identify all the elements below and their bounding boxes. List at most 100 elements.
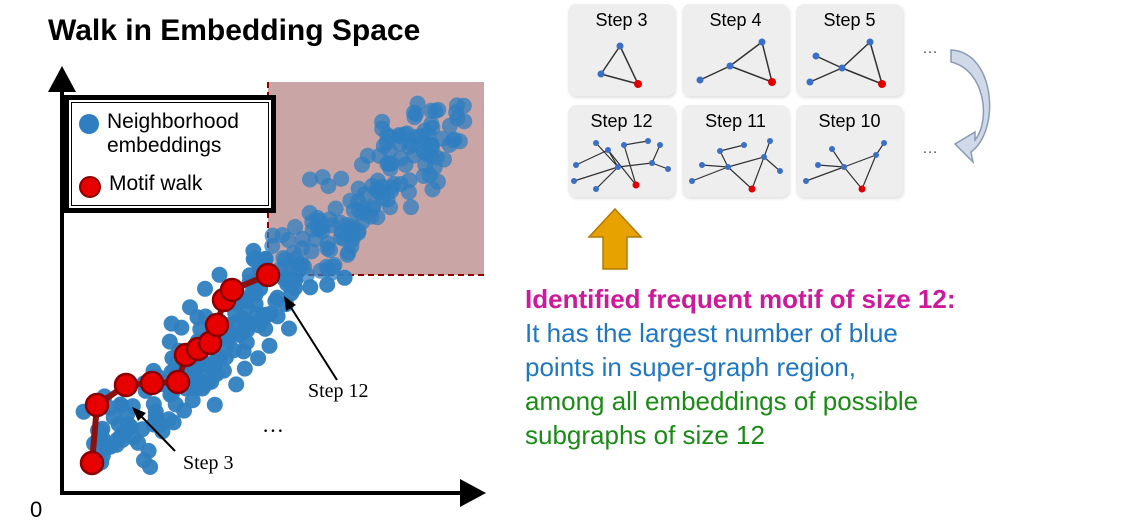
neighborhood-point — [261, 337, 278, 354]
legend-item-neighborhood: Neighborhood embeddings — [79, 110, 239, 158]
neighborhood-point — [320, 178, 337, 194]
neighborhood-point — [211, 350, 228, 367]
motif-walk-point — [165, 369, 191, 395]
neighborhood-point — [125, 429, 142, 446]
motif-walk-point — [79, 450, 105, 476]
neighborhood-point — [264, 238, 281, 254]
neighborhood-point — [309, 209, 326, 226]
step12-label: Step 12 — [308, 380, 369, 402]
neighborhood-point — [281, 320, 297, 337]
card-label: Step 4 — [709, 10, 762, 30]
card-label: Step 12 — [590, 111, 653, 131]
motif-walk-point — [255, 262, 281, 288]
motif-walk-points — [79, 262, 281, 476]
y-axis-arrow — [48, 66, 76, 92]
description-line-1: It has the largest number of blue — [525, 318, 898, 348]
graph-icon — [597, 42, 642, 88]
legend-label-motif: Motif walk — [109, 172, 203, 195]
neighborhood-point — [339, 216, 356, 233]
motif-walk-point — [139, 370, 165, 396]
card-step-10: Step 10 — [796, 105, 903, 197]
neighborhood-point — [355, 200, 372, 217]
neighborhood-point — [247, 250, 264, 267]
motif-walk-point — [219, 277, 245, 303]
x-axis-arrow — [460, 479, 486, 507]
card-step-11: Step 11 — [682, 105, 789, 197]
card-step-4: Step 4 — [682, 4, 789, 96]
graph-icon — [571, 138, 671, 192]
neighborhood-point — [285, 271, 302, 288]
neighborhood-point — [207, 364, 224, 381]
description-line-3: among all embeddings of possible — [525, 386, 919, 416]
top-row-ellipsis: … — [922, 40, 939, 57]
card-label: Step 5 — [823, 10, 876, 30]
step3-arrow-line — [139, 414, 176, 452]
neighborhood-point — [430, 101, 447, 118]
neighborhood-point — [303, 243, 320, 260]
origin-label: 0 — [30, 497, 43, 522]
neighborhood-point — [359, 147, 376, 164]
neighborhood-point — [455, 97, 472, 114]
neighborhood-point — [302, 171, 318, 188]
neighborhood-point — [262, 305, 279, 322]
neighborhood-point — [147, 408, 164, 425]
neighborhood-point — [354, 213, 371, 230]
neighborhood-point — [336, 269, 353, 286]
neighborhood-point — [424, 181, 441, 198]
graph-icon — [803, 140, 887, 193]
step3-label: Step 3 — [183, 452, 234, 474]
neighborhood-point — [197, 376, 213, 393]
neighborhood-point — [413, 128, 430, 145]
neighborhood-point — [287, 251, 304, 267]
motif-walk-point — [113, 372, 139, 398]
card-label: Step 10 — [818, 111, 881, 131]
bottom-row-ellipsis: … — [922, 140, 939, 157]
description: Identified frequent motif of size 12: It… — [525, 282, 1115, 452]
neighborhood-point — [403, 199, 419, 216]
neighborhood-point — [274, 227, 291, 243]
neighborhood-point — [382, 199, 399, 216]
description-title: Identified frequent motif of size 12: — [525, 284, 956, 314]
neighborhood-point — [211, 266, 228, 283]
neighborhood-point — [382, 160, 399, 177]
neighborhood-point — [145, 396, 162, 413]
legend: Neighborhood embeddings Motif walk — [64, 95, 276, 213]
card-step-12: Step 12 — [568, 105, 675, 197]
neighborhood-point — [302, 279, 319, 296]
neighborhood-point — [236, 360, 253, 377]
neighborhood-point — [401, 172, 418, 189]
neighborhood-point — [269, 289, 286, 306]
blue-dot-icon — [79, 114, 99, 134]
neighborhood-point — [406, 109, 423, 126]
step3-arrow-head — [132, 407, 146, 421]
neighborhood-point — [234, 310, 251, 327]
neighborhood-point — [374, 113, 391, 130]
neighborhood-point — [99, 437, 116, 454]
neighborhood-point — [287, 219, 304, 235]
card-label: Step 11 — [705, 111, 766, 131]
description-line-4: subgraphs of size 12 — [525, 420, 765, 450]
neighborhood-point — [235, 343, 252, 360]
step12-arrow-head — [284, 296, 296, 311]
neighborhood-point — [250, 350, 267, 367]
curved-arrow-icon — [950, 49, 991, 165]
neighborhood-point — [415, 168, 432, 184]
neighborhood-point — [445, 132, 461, 149]
red-dot-icon — [79, 176, 101, 198]
neighborhood-point — [400, 184, 417, 200]
neighborhood-point — [322, 242, 338, 258]
neighborhood-point — [105, 409, 122, 426]
plot-title: Walk in Embedding Space — [48, 14, 421, 47]
neighborhood-point — [350, 180, 367, 197]
graph-icon — [689, 138, 783, 193]
neighborhood-point — [333, 170, 350, 187]
neighborhood-point — [113, 397, 130, 414]
motif-walk-point — [204, 312, 230, 338]
step12-arrow-line — [289, 305, 338, 381]
neighborhood-point — [228, 376, 245, 393]
neighborhood-point — [340, 244, 357, 261]
neighborhood-point — [369, 181, 385, 198]
neighborhood-point — [184, 392, 201, 409]
embedding-plot — [48, 66, 486, 507]
neighborhood-point — [119, 415, 136, 432]
